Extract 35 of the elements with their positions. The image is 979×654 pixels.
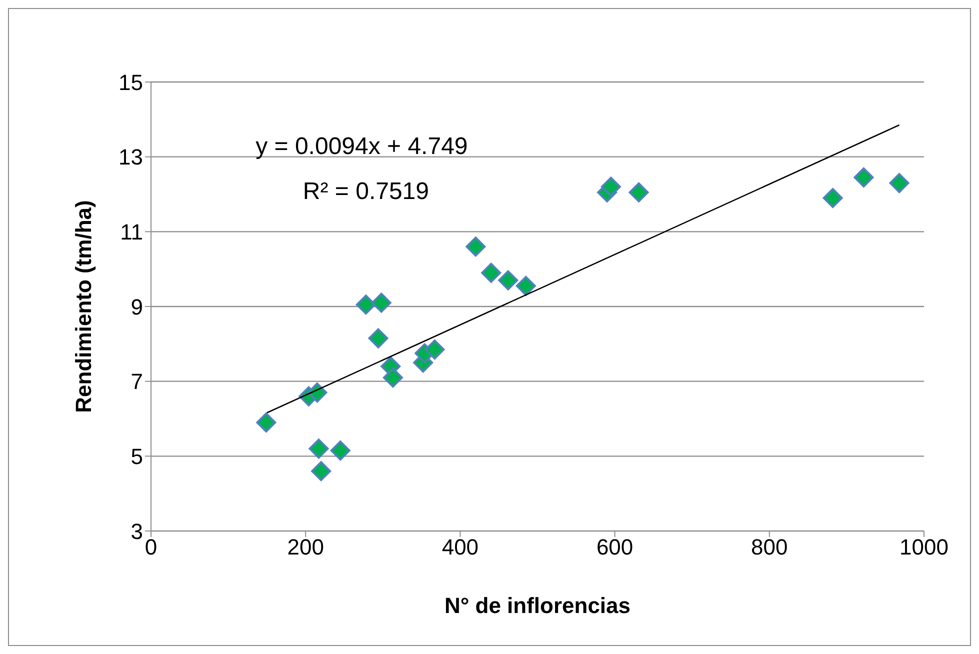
x-tick-label: 1000 [900, 534, 948, 560]
x-tick-label: 600 [596, 534, 634, 560]
point [600, 176, 621, 197]
x-tick-label: 0 [144, 534, 158, 560]
point [498, 270, 518, 290]
x-tick-label: 800 [751, 534, 788, 560]
point [330, 440, 350, 461]
y-tick-label: 13 [118, 144, 143, 170]
point [424, 340, 445, 360]
point [371, 292, 392, 313]
annotation: R² = 0.7519 [302, 178, 430, 206]
point [628, 182, 649, 202]
y-tick-label: 15 [118, 70, 143, 95]
point [822, 188, 843, 208]
point [308, 438, 329, 459]
point [466, 236, 486, 257]
annotation: y = 0.0094x + 4.749 [256, 133, 468, 162]
x-axis-title: N° de inflorencias [444, 593, 631, 618]
point [854, 167, 874, 188]
y-axis-title: Rendimiento (tm/ha) [70, 200, 96, 413]
point [256, 412, 276, 432]
point [889, 173, 910, 194]
point [481, 262, 502, 283]
y-tick-label: 3 [130, 518, 143, 544]
y-tick-label: 9 [130, 294, 143, 320]
y-tick-label: 5 [130, 444, 143, 469]
point [382, 368, 403, 388]
point [516, 276, 536, 296]
x-tick-label: 200 [287, 534, 324, 560]
y-tick-label: 11 [120, 219, 143, 244]
point [368, 328, 388, 348]
point [311, 461, 332, 482]
point [356, 294, 376, 315]
y-tick-label: 7 [130, 369, 143, 394]
x-tick-label: 400 [442, 534, 479, 560]
